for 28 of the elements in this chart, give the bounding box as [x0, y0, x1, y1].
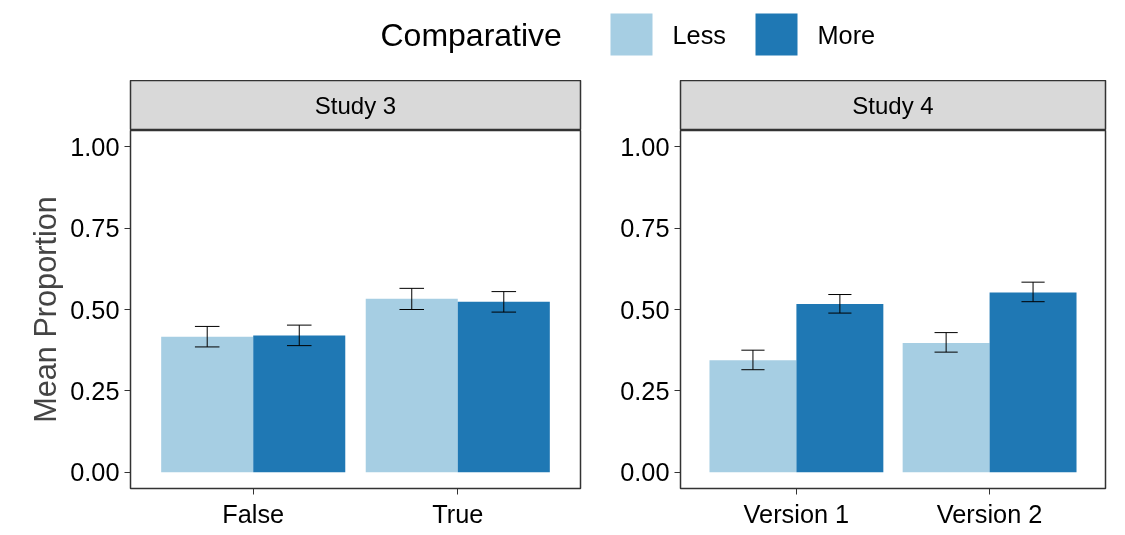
legend-title: Comparative	[380, 16, 562, 53]
bar	[902, 343, 990, 473]
y-tick-label: 0.25	[620, 376, 670, 405]
bar	[989, 292, 1077, 473]
x-tick-label: Version 2	[936, 499, 1043, 528]
bar	[457, 301, 550, 473]
y-tick-label: 0.50	[620, 295, 670, 324]
legend-label: More	[817, 20, 876, 49]
y-tick-label: 1.00	[70, 132, 120, 161]
bar	[796, 303, 884, 473]
bar	[253, 335, 346, 473]
y-tick-label: 0.50	[70, 295, 120, 324]
y-tick-label: 0.75	[70, 214, 120, 243]
y-tick-label: 0.75	[620, 214, 670, 243]
chart-title: Study 4	[852, 92, 934, 119]
y-tick-label: 0.00	[620, 458, 670, 487]
x-tick-label: False	[222, 499, 285, 528]
y-tick-label: 1.00	[620, 132, 670, 161]
y-tick-label: 0.25	[70, 376, 120, 405]
x-tick-label: Version 1	[743, 499, 850, 528]
bar	[709, 360, 797, 473]
y-axis-title: Mean Proportion	[28, 196, 64, 423]
chart-title: Study 3	[314, 92, 397, 119]
x-tick-label: True	[432, 499, 484, 528]
bar	[365, 298, 458, 473]
legend-label: Less	[672, 20, 727, 49]
y-tick-label: 0.00	[70, 458, 120, 487]
bar	[161, 336, 254, 473]
